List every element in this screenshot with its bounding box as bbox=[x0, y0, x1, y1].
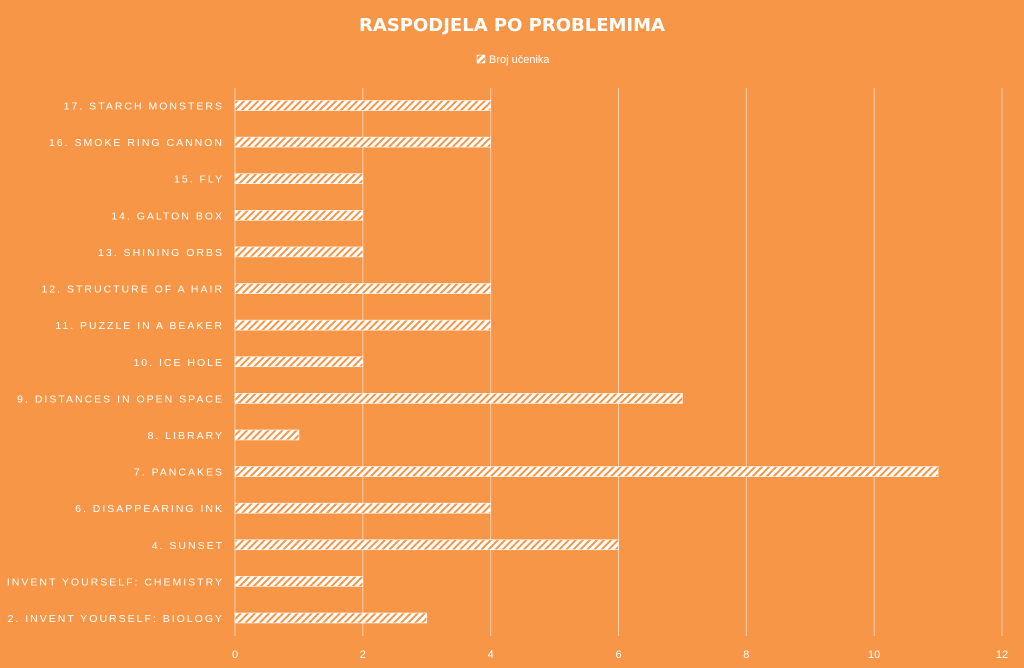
category-label: 16. SMOKE RING CANNON bbox=[49, 137, 224, 149]
bar bbox=[234, 246, 364, 258]
bar bbox=[234, 576, 364, 587]
bar bbox=[234, 136, 491, 148]
x-tick-label: 10 bbox=[868, 649, 880, 661]
bar bbox=[234, 429, 300, 441]
category-label: 14. GALTON BOX bbox=[111, 210, 224, 222]
category-label: 7. PANCAKES bbox=[134, 467, 224, 479]
chart-title: RASPODJELA PO PROBLEMIMA bbox=[359, 15, 665, 36]
category-label: 17. STARCH MONSTERS bbox=[64, 101, 224, 113]
category-label: 12. STRUCTURE OF A HAIR bbox=[41, 284, 224, 296]
bar bbox=[234, 393, 683, 404]
category-label: 15. FLY bbox=[174, 174, 224, 186]
bar bbox=[234, 210, 364, 221]
x-tick-label: 6 bbox=[615, 649, 621, 661]
bar bbox=[234, 100, 491, 111]
category-label: 13. SHINING ORBS bbox=[98, 247, 224, 259]
bar bbox=[234, 173, 364, 185]
bar bbox=[234, 466, 939, 477]
bar bbox=[234, 502, 491, 514]
chart-legend: Broj učenika bbox=[476, 54, 550, 66]
x-tick-label: 12 bbox=[996, 649, 1008, 661]
legend-swatch bbox=[476, 54, 486, 64]
legend-label: Broj učenika bbox=[489, 54, 550, 66]
bar bbox=[234, 319, 491, 331]
bar bbox=[234, 612, 428, 624]
category-label: 10. ICE HOLE bbox=[133, 357, 224, 369]
category-label: 6. DISAPPEARING INK bbox=[75, 503, 224, 515]
x-tick-label: 4 bbox=[488, 649, 494, 661]
x-tick-label: 2 bbox=[360, 649, 366, 661]
x-tick-label: 8 bbox=[743, 649, 749, 661]
bar bbox=[234, 356, 364, 368]
bar bbox=[234, 539, 619, 551]
category-label: 8. LIBRARY bbox=[148, 430, 224, 442]
bar bbox=[234, 283, 491, 294]
category-label: 9. DISTANCES IN OPEN SPACE bbox=[17, 393, 224, 405]
category-label: 4. SUNSET bbox=[152, 540, 224, 552]
category-label: 11. PUZZLE IN A BEAKER bbox=[55, 320, 224, 332]
bars bbox=[234, 100, 939, 624]
category-label: 2. INVENT YOURSELF: BIOLOGY bbox=[8, 613, 224, 625]
x-axis-ticks: 0 2 4 6 8 10 12 bbox=[232, 649, 1008, 661]
category-label: 3. INVENT YOURSELF: CHEMISTRY bbox=[0, 576, 224, 588]
category-labels: 17. STARCH MONSTERS 16. SMOKE RING CANNON… bbox=[0, 101, 224, 626]
x-tick-label: 0 bbox=[232, 649, 238, 661]
